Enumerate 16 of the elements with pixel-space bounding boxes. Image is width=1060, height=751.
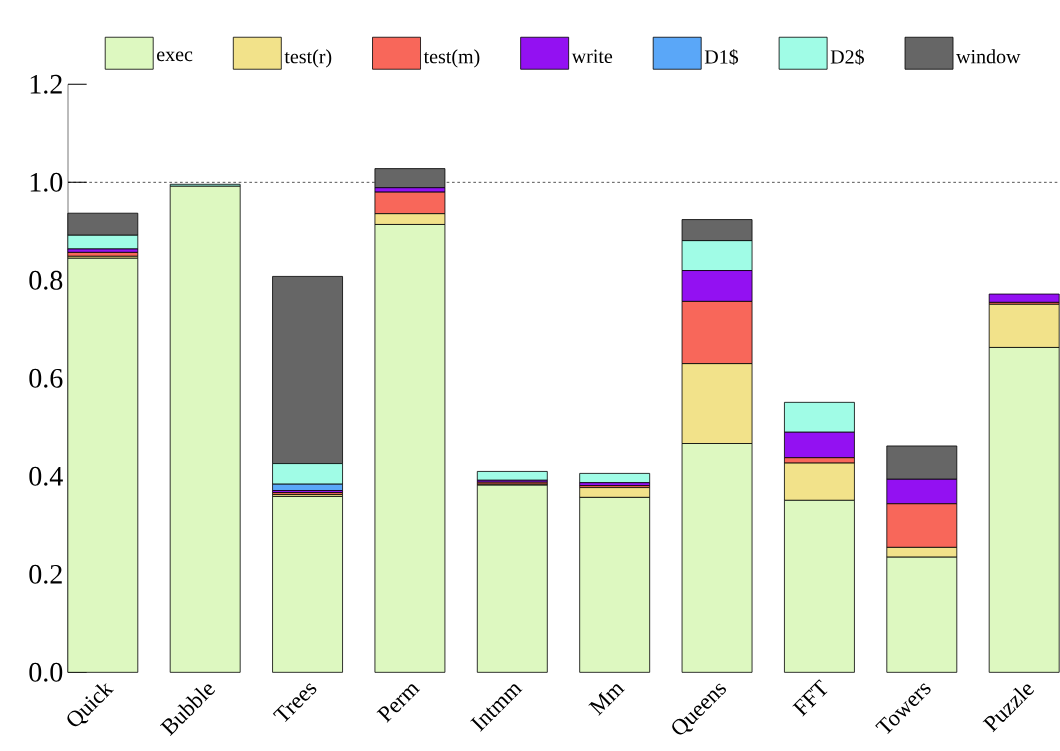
legend-label: test(r) [284, 49, 332, 68]
y-tick-label: 1.0 [30, 172, 63, 192]
legend-label: D2$ [830, 49, 865, 65]
y-tick-label: 0.6 [29, 368, 63, 388]
x-tick-label: Mm [588, 684, 625, 716]
legend-label: D1$ [704, 49, 739, 65]
legend-label: window [956, 49, 1021, 64]
x-tick-label: FFT [792, 679, 828, 717]
legend-label: test(m) [423, 49, 480, 68]
y-tick-label: 0.2 [29, 564, 62, 584]
y-tick-label: 0.0 [29, 662, 63, 682]
y-tick-label: 0.8 [29, 270, 63, 290]
y-tick-label: 0.4 [29, 466, 63, 486]
legend-label: write [571, 49, 613, 64]
y-tick-label: 1.2 [30, 74, 62, 94]
legend-label: exec [157, 51, 193, 62]
